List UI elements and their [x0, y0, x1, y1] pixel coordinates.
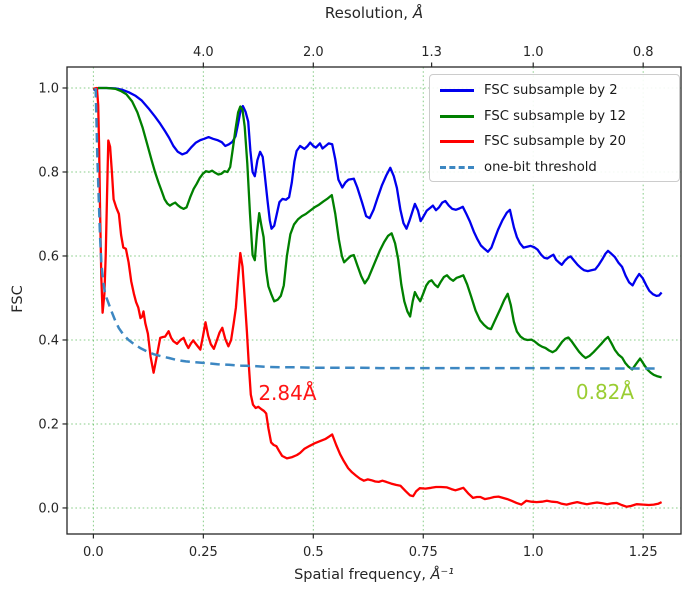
y-tick-label: 0.6 [38, 249, 59, 264]
fsc-curve-1 [93, 86, 662, 379]
legend-item-label: FSC subsample by 2 [484, 83, 618, 99]
y-tick-label: 0.4 [38, 333, 59, 348]
legend-line-sample-threshold [440, 165, 474, 169]
top-axis-title-text: Resolution, [324, 4, 413, 22]
top-tick-label: 2.0 [303, 45, 324, 60]
x-tick-label: 0.75 [409, 545, 438, 560]
resolution-annotation-red: 2.84Å [258, 381, 317, 406]
legend-item: FSC subsample by 2 [440, 78, 679, 104]
y-tick-label: 1.0 [38, 81, 59, 96]
top-axis-title: Resolution, Å [325, 4, 423, 22]
legend-item: FSC subsample by 12 [440, 104, 679, 130]
x-tick-label: 0.5 [303, 545, 324, 560]
x-tick-label: 1.25 [629, 545, 658, 560]
x-tick-label: 0.0 [83, 545, 104, 560]
x-tick-label: 1.0 [523, 545, 544, 560]
legend-line-sample-green [440, 114, 474, 118]
fsc-curve-2 [93, 86, 663, 508]
fsc-curve-0 [92, 86, 663, 298]
top-tick-label: 1.0 [523, 45, 544, 60]
y-tick-label: 0.2 [38, 417, 59, 432]
x-axis-label: Spatial frequency, Å⁻¹ [294, 567, 454, 583]
legend-line-sample-red [440, 140, 474, 144]
legend: FSC subsample by 2 FSC subsample by 12 F… [429, 74, 680, 182]
legend-item-label: FSC subsample by 12 [484, 108, 627, 124]
legend-item: FSC subsample by 20 [440, 129, 679, 155]
x-tick-label: 0.25 [189, 545, 218, 560]
legend-item-label: FSC subsample by 20 [484, 134, 627, 150]
top-tick-label: 4.0 [193, 45, 214, 60]
legend-item-label: one-bit threshold [484, 159, 597, 175]
y-axis-label: FSC [10, 285, 26, 313]
y-tick-label: 0.0 [38, 501, 59, 516]
top-tick-label: 0.8 [633, 45, 654, 60]
legend-item: one-bit threshold [440, 155, 679, 181]
plot-spines [66, 66, 682, 535]
top-tick-label: 1.3 [421, 45, 442, 60]
x-axis-label-text: Spatial frequency, [294, 567, 431, 583]
legend-line-sample-blue [440, 89, 474, 93]
y-tick-label: 0.8 [38, 165, 59, 180]
resolution-annotation-green: 0.82Å [575, 380, 635, 405]
fsc-curve-3 [94, 87, 659, 370]
x-axis-label-unit: Å⁻¹ [430, 567, 454, 583]
top-axis-title-unit: Å [412, 4, 424, 22]
